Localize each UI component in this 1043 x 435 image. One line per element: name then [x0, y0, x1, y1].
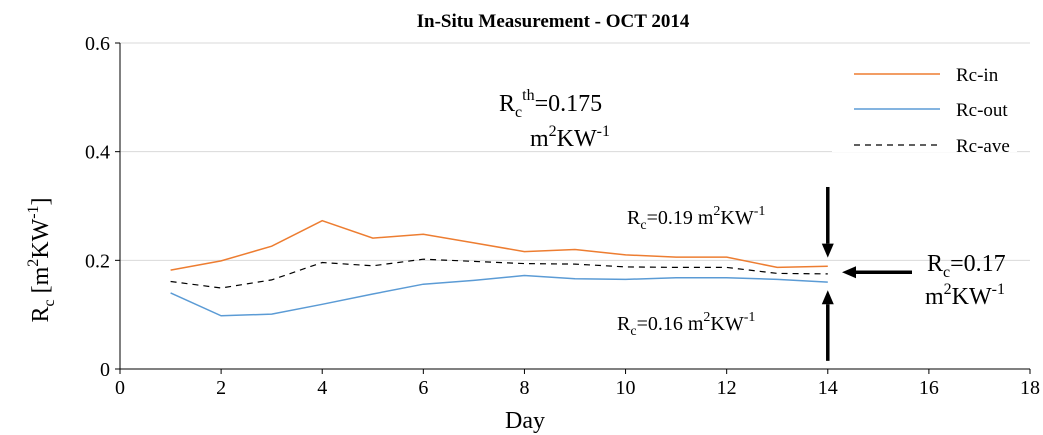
x-tick-label: 4 — [317, 377, 327, 399]
chart-title: In-Situ Measurement - OCT 2014 — [417, 11, 690, 32]
x-tick-label: 2 — [216, 377, 226, 399]
legend: Rc-in Rc-out Rc-ave — [854, 65, 1010, 157]
y-tick-label: 0.6 — [85, 33, 110, 55]
upper-annotation-label: Rc=0.19 m2KW-1 — [627, 204, 765, 233]
y-tick-label: 0.2 — [85, 250, 110, 272]
lower-arrow — [821, 290, 834, 361]
y-tick-label: 0.4 — [85, 142, 110, 164]
threshold-label: Rcth=0.175 — [499, 87, 602, 121]
x-tick-label: 0 — [115, 377, 125, 399]
axes — [115, 42, 1031, 374]
x-tick-label: 14 — [818, 377, 838, 399]
grid-lines — [120, 42, 1030, 261]
x-tick-label: 18 — [1020, 377, 1040, 399]
y-axis-label: Rc [m2KW-1] — [25, 197, 58, 322]
average-arrow — [842, 266, 912, 279]
upper-arrow — [821, 186, 834, 258]
x-axis-label: Day — [505, 408, 545, 434]
lower-annotation-label: Rc=0.16 m2KW-1 — [617, 310, 755, 339]
series-line-rc-ave — [170, 258, 828, 289]
y-tick-label: 0 — [100, 359, 110, 381]
y-tick-labels: 0 0.2 0.4 0.6 — [85, 33, 110, 381]
x-tick-label: 8 — [519, 377, 529, 399]
annotation-arrows — [821, 186, 912, 361]
threshold-unit: m2KW-1 — [530, 123, 610, 152]
x-tick-label: 6 — [418, 377, 428, 399]
legend-label-rc-out: Rc-out — [956, 100, 1008, 121]
x-tick-label: 16 — [919, 377, 939, 399]
average-annotation: Rc=0.17 m2KW-1 — [925, 251, 1006, 310]
threshold-annotation: Rcth=0.175 m2KW-1 — [499, 87, 610, 152]
average-unit: m2KW-1 — [925, 281, 1005, 310]
legend-label-rc-ave: Rc-ave — [956, 136, 1010, 157]
legend-label-rc-in: Rc-in — [956, 65, 999, 86]
series-line-rc-out — [170, 274, 828, 317]
average-label: Rc=0.17 — [927, 251, 1006, 281]
x-tick-labels: 0 2 4 6 8 10 12 14 16 18 — [115, 377, 1040, 399]
series-line-rc-in — [170, 219, 828, 271]
legend-background — [832, 136, 1017, 152]
x-tick-label: 10 — [616, 377, 636, 399]
x-tick-label: 12 — [717, 377, 737, 399]
series-lines — [170, 219, 828, 317]
